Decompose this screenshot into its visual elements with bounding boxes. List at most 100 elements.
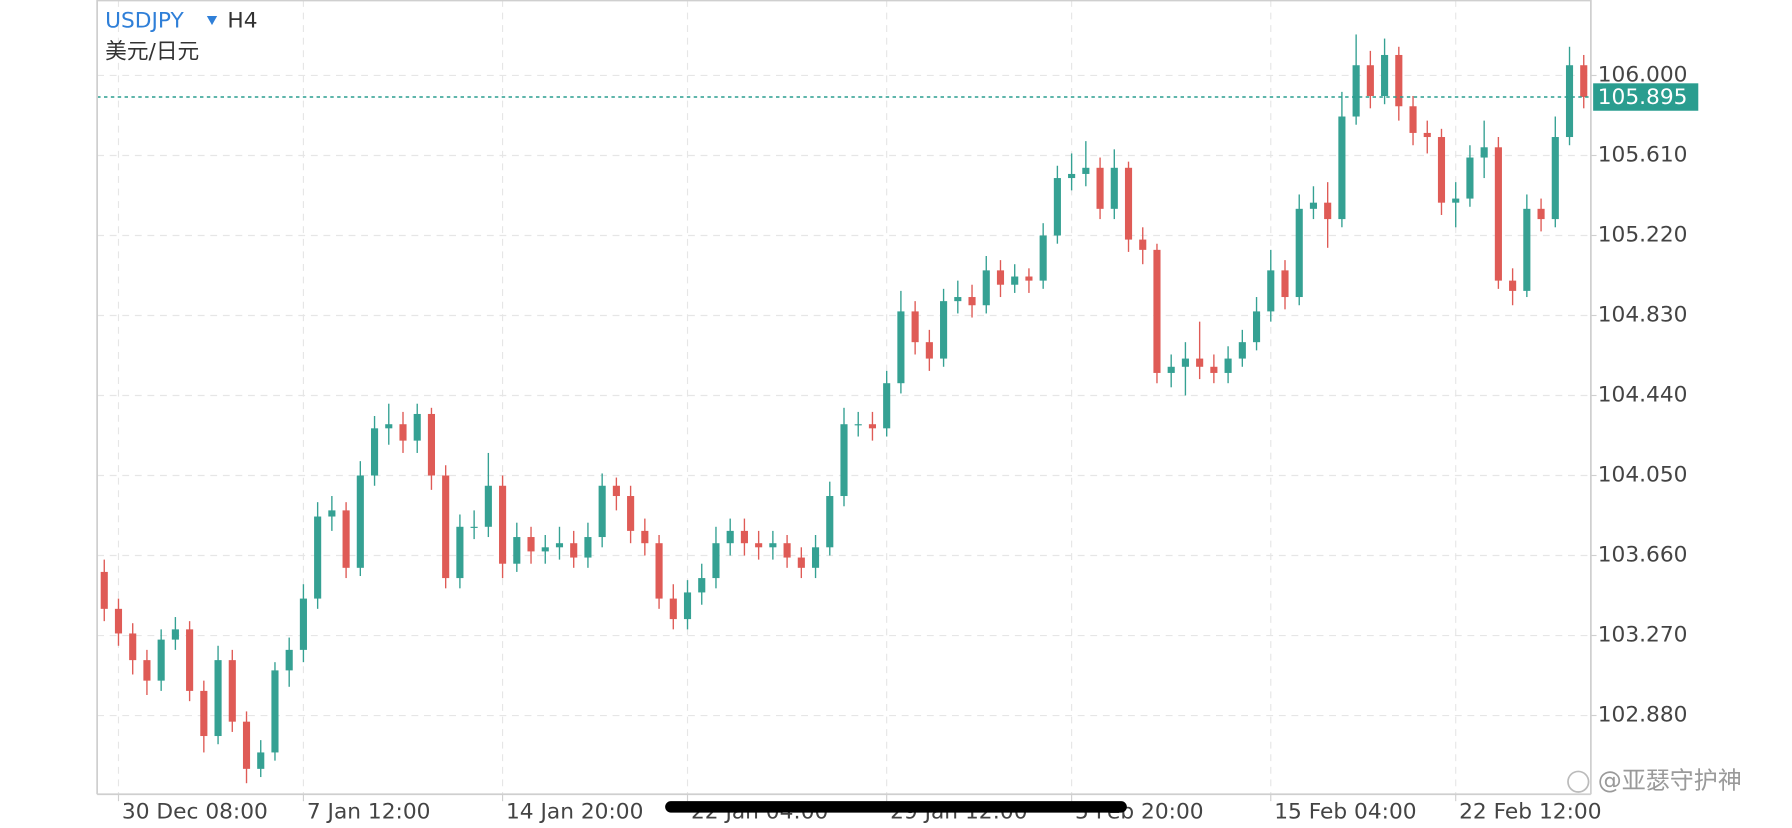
y-tick-label: 104.440 <box>1598 383 1688 408</box>
candle-body <box>811 547 820 568</box>
candle-body <box>442 475 450 579</box>
symbol[interactable]: USDJPY <box>105 9 184 34</box>
candle-body <box>1267 270 1275 312</box>
candle-body <box>1381 54 1389 97</box>
candle-body <box>171 629 179 640</box>
candle-body <box>627 496 635 531</box>
candle-body <box>1039 235 1047 281</box>
candle-body <box>186 629 194 691</box>
candle-body <box>584 537 592 558</box>
candle-body <box>1494 147 1502 281</box>
candle-body <box>612 485 620 497</box>
y-tick-label: 102.880 <box>1598 703 1688 728</box>
candle-body <box>1011 276 1019 285</box>
watermark-icon <box>1567 770 1590 793</box>
candle-body <box>541 547 549 552</box>
candle-body <box>527 537 535 552</box>
candle-body <box>228 660 236 722</box>
candle-body <box>1452 198 1460 203</box>
candle-body <box>1366 65 1374 97</box>
candle-body <box>1139 239 1147 250</box>
candle-body <box>897 311 905 384</box>
candle-body <box>370 428 379 476</box>
candle-body <box>826 496 834 548</box>
candle-body <box>982 270 990 306</box>
candle-body <box>1338 116 1346 220</box>
candle-body <box>1437 137 1446 203</box>
x-tick-label: 22 Feb 12:00 <box>1459 800 1601 825</box>
candle-body <box>755 543 763 548</box>
candle-body <box>1238 342 1246 359</box>
candle-body <box>1551 137 1559 220</box>
candle-body <box>157 639 165 681</box>
last-price-label: 105.895 <box>1598 85 1688 110</box>
candle-body <box>1281 270 1289 298</box>
candle-body <box>840 424 848 497</box>
candle-body <box>1295 208 1303 298</box>
candle-body <box>271 670 279 753</box>
candle-body <box>968 297 976 306</box>
candle-body <box>1025 276 1033 281</box>
candle-body <box>683 592 692 620</box>
candle-body <box>1324 202 1332 220</box>
candle-body <box>783 543 791 558</box>
candle-body <box>868 424 877 429</box>
candle-body <box>769 543 777 548</box>
symbol-dropdown-icon[interactable] <box>206 16 218 26</box>
axes: 102.880 103.270 103.660 104.050 104.440 104.8… <box>117 62 1699 825</box>
candle-body <box>100 571 108 609</box>
candle-body <box>356 475 364 568</box>
candle-body <box>726 530 734 544</box>
candle-body <box>1352 65 1360 117</box>
candle-body <box>1068 173 1076 179</box>
candle-body <box>143 660 151 681</box>
candle-body <box>1409 106 1417 133</box>
candle-body <box>1196 358 1204 367</box>
interval[interactable]: H4 <box>227 9 257 34</box>
y-tick-label: 104.830 <box>1598 302 1688 327</box>
candle-body <box>854 424 862 426</box>
candle-body <box>1466 157 1474 199</box>
candle-body <box>698 578 706 593</box>
candle-body <box>1423 132 1431 138</box>
candle-body <box>1181 358 1189 367</box>
candle-body <box>114 608 123 634</box>
candle-body <box>1252 311 1261 343</box>
candle-body <box>328 510 336 517</box>
candle-body <box>257 752 265 769</box>
y-tick-label: 105.610 <box>1598 142 1688 167</box>
candle-body <box>470 526 478 528</box>
candle-body <box>598 485 606 538</box>
candle-body <box>1124 167 1133 240</box>
candle-body <box>1580 65 1588 98</box>
candle-body <box>1210 366 1218 373</box>
candle-body <box>214 660 222 737</box>
candle-body <box>1224 358 1232 373</box>
candle-body <box>954 297 962 302</box>
candle-body <box>1309 202 1318 209</box>
candle-body <box>399 424 407 441</box>
candle-body <box>1053 178 1061 236</box>
candle-body <box>499 485 507 564</box>
candle-body <box>200 690 208 737</box>
candle-body <box>385 424 393 429</box>
candle-body <box>555 543 564 548</box>
candle-body <box>427 413 436 476</box>
candle-body <box>129 633 137 661</box>
candle-body <box>1523 208 1531 291</box>
candle-body <box>996 270 1005 285</box>
candle-body <box>1509 280 1517 291</box>
candle-body <box>1096 167 1104 209</box>
candle-body <box>883 383 891 429</box>
y-tick-label: 104.050 <box>1598 463 1688 488</box>
candle-body <box>712 543 720 579</box>
x-tick-label: 14 Jan 20:00 <box>506 800 643 825</box>
candle-body <box>1537 208 1545 220</box>
watermark: @亚瑟守护神 <box>1598 767 1742 795</box>
x-tick-label: 7 Jan 12:00 <box>307 800 431 825</box>
candle-body <box>740 530 748 544</box>
y-tick-label: 103.270 <box>1598 623 1688 648</box>
candle-body <box>1565 65 1574 138</box>
